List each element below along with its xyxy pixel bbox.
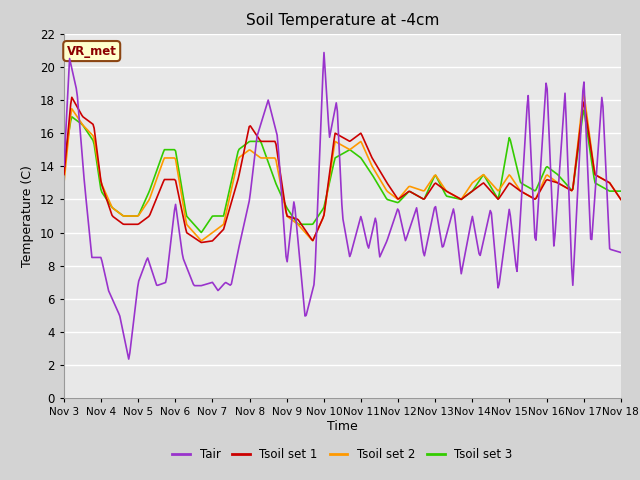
Tsoil set 3 <box>617 188 625 194</box>
Legend: Tair, Tsoil set 1, Tsoil set 2, Tsoil set 3: Tair, Tsoil set 1, Tsoil set 2, Tsoil se… <box>168 443 517 466</box>
Tair <box>125 356 132 362</box>
Line: Tsoil set 1: Tsoil set 1 <box>64 97 621 242</box>
Text: VR_met: VR_met <box>67 45 116 58</box>
Tair <box>606 246 614 252</box>
Tsoil set 1 <box>330 137 338 143</box>
Tsoil set 3 <box>362 163 370 169</box>
Tsoil set 2 <box>60 180 68 186</box>
Tsoil set 2 <box>518 189 525 194</box>
Tsoil set 2 <box>326 175 333 180</box>
Tsoil set 3 <box>197 229 205 235</box>
Line: Tair: Tair <box>64 52 621 359</box>
Tsoil set 1 <box>197 240 205 245</box>
Tsoil set 1 <box>519 190 527 195</box>
Tsoil set 1 <box>68 95 76 100</box>
Line: Tsoil set 3: Tsoil set 3 <box>64 110 621 232</box>
Tsoil set 3 <box>580 108 588 113</box>
Tair <box>60 163 68 169</box>
Tair <box>330 111 338 117</box>
Tsoil set 3 <box>606 188 614 194</box>
Tsoil set 2 <box>362 151 370 156</box>
Tsoil set 3 <box>326 179 333 185</box>
Tair <box>364 242 371 248</box>
X-axis label: Time: Time <box>327 420 358 433</box>
Tair <box>519 177 527 183</box>
Tsoil set 1 <box>364 145 371 151</box>
Tsoil set 1 <box>617 196 625 202</box>
Tair <box>394 206 401 212</box>
Tsoil set 3 <box>518 180 525 186</box>
Tsoil set 1 <box>60 172 68 178</box>
Tsoil set 2 <box>393 195 401 201</box>
Tair <box>617 250 625 255</box>
Tair <box>327 129 335 134</box>
Tsoil set 3 <box>329 164 337 170</box>
Tsoil set 1 <box>394 196 401 202</box>
Tsoil set 1 <box>606 180 614 186</box>
Tsoil set 2 <box>606 180 614 186</box>
Tsoil set 3 <box>393 199 401 205</box>
Tsoil set 2 <box>617 196 625 202</box>
Line: Tsoil set 2: Tsoil set 2 <box>64 94 621 241</box>
Tsoil set 1 <box>327 162 335 168</box>
Y-axis label: Temperature (C): Temperature (C) <box>21 165 35 267</box>
Tsoil set 2 <box>580 91 588 97</box>
Title: Soil Temperature at -4cm: Soil Temperature at -4cm <box>246 13 439 28</box>
Tsoil set 2 <box>329 152 337 158</box>
Tair <box>320 49 328 55</box>
Tsoil set 3 <box>60 158 68 164</box>
Tsoil set 2 <box>197 238 205 244</box>
